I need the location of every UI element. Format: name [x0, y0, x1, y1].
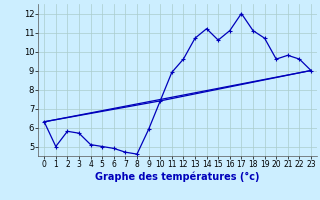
- X-axis label: Graphe des températures (°c): Graphe des températures (°c): [95, 172, 260, 182]
